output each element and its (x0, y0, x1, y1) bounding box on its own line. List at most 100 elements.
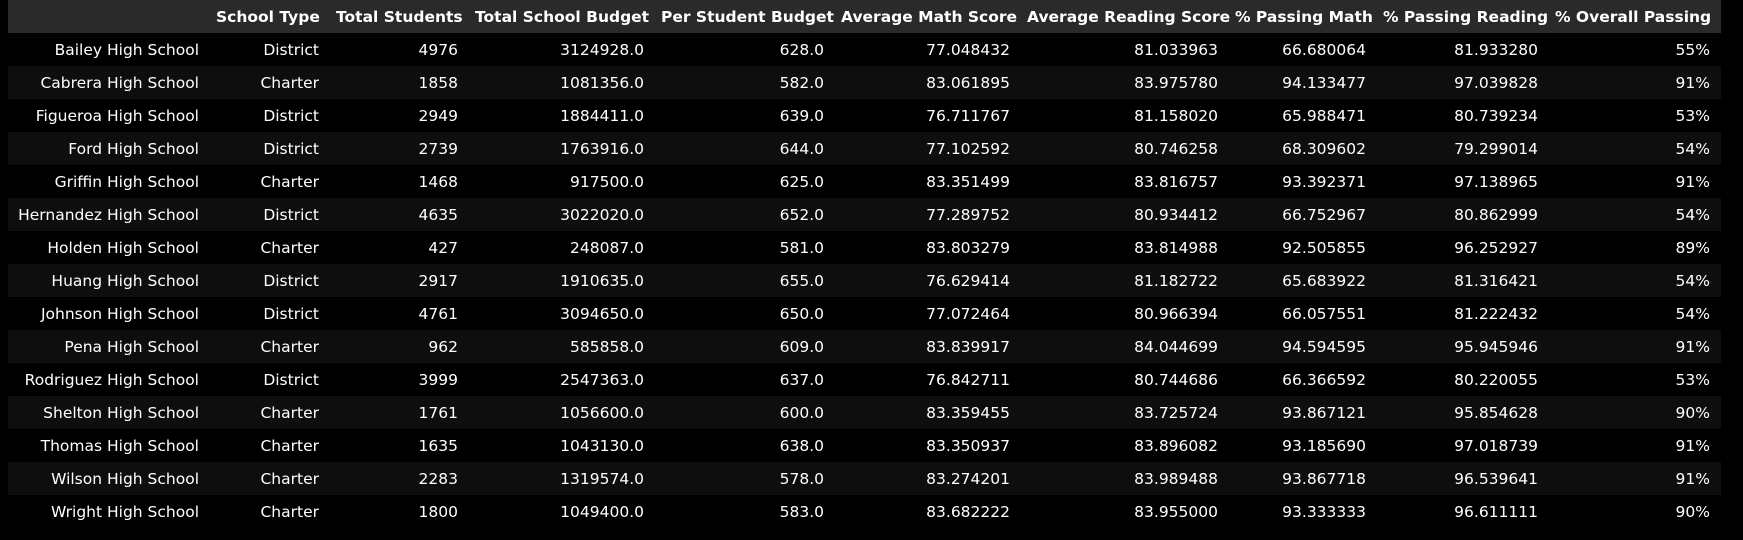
school-summary-table: School Type Total Students Total School Bu… (8, 0, 1721, 528)
table-cell: 638.0 (779, 436, 824, 455)
table-cell: Charter (260, 469, 319, 488)
table-cell: 94.594595 (1282, 337, 1366, 356)
table-cell: 93.333333 (1282, 502, 1366, 521)
table-cell: District (263, 106, 319, 125)
table-cell: District (263, 40, 319, 59)
table-cell: 1884411.0 (560, 106, 644, 125)
table-cell: 2917 (418, 271, 458, 290)
table-cell: 77.048432 (926, 40, 1010, 59)
table-cell: 83.803279 (926, 238, 1010, 257)
table-cell: 90% (1675, 502, 1710, 521)
table-cell: 93.185690 (1282, 436, 1366, 455)
row-index-label: Bailey High School (54, 40, 199, 59)
table-cell: 1081356.0 (560, 73, 644, 92)
table-cell: 91% (1675, 337, 1710, 356)
table-cell: 80.746258 (1134, 139, 1218, 158)
table-cell: 3094650.0 (560, 304, 644, 323)
table-cell: 652.0 (779, 205, 824, 224)
table-cell: 650.0 (779, 304, 824, 323)
header-row: School Type Total Students Total School Bu… (8, 0, 1721, 33)
table-cell: 83.274201 (926, 469, 1010, 488)
table-cell: 1319574.0 (560, 469, 644, 488)
table-cell: 3999 (418, 370, 458, 389)
table-row: Pena High School Charter 962 585858.0 609.0 8… (8, 330, 1721, 363)
table-cell: 80.744686 (1134, 370, 1218, 389)
table-cell: District (263, 304, 319, 323)
table-cell: 54% (1675, 304, 1710, 323)
row-index-label: Hernandez High School (18, 205, 199, 224)
table-cell: 83.682222 (926, 502, 1010, 521)
table-cell: 578.0 (779, 469, 824, 488)
table-cell: 95.945946 (1454, 337, 1538, 356)
table-cell: Charter (260, 403, 319, 422)
table-cell: 95.854628 (1454, 403, 1538, 422)
table-cell: 81.033963 (1134, 40, 1218, 59)
table-cell: 3022020.0 (560, 205, 644, 224)
table-cell: 91% (1675, 436, 1710, 455)
table-cell: 80.966394 (1134, 304, 1218, 323)
row-index-label: Johnson High School (40, 304, 199, 323)
column-header: Total Students (336, 7, 463, 26)
table-cell: 81.182722 (1134, 271, 1218, 290)
table-cell: 66.057551 (1282, 304, 1366, 323)
table-cell: 54% (1675, 205, 1710, 224)
table-cell: 97.138965 (1454, 172, 1538, 191)
table-cell: Charter (260, 436, 319, 455)
table-cell: 80.934412 (1134, 205, 1218, 224)
table-cell: 1056600.0 (560, 403, 644, 422)
table-cell: 2949 (418, 106, 458, 125)
table-cell: 66.680064 (1282, 40, 1366, 59)
table-cell: 1800 (418, 502, 458, 521)
table-cell: District (263, 370, 319, 389)
table-cell: 1761 (418, 403, 458, 422)
table-row: Rodriguez High School District 3999 2547363… (8, 363, 1721, 396)
table-cell: 53% (1675, 370, 1710, 389)
table-cell: District (263, 205, 319, 224)
dataframe-output: School Type Total Students Total School Bu… (8, 0, 1721, 528)
table-cell: 83.975780 (1134, 73, 1218, 92)
table-cell: 55% (1675, 40, 1710, 59)
table-cell: 625.0 (779, 172, 824, 191)
table-cell: 83.725724 (1134, 403, 1218, 422)
table-cell: 65.683922 (1282, 271, 1366, 290)
table-cell: District (263, 139, 319, 158)
row-index-label: Figueroa High School (35, 106, 199, 125)
table-cell: 1910635.0 (560, 271, 644, 290)
column-header: Average Reading Score (1027, 7, 1231, 26)
table-row: Bailey High School District 4976 3124928.0 6… (8, 33, 1721, 66)
table-cell: 1468 (418, 172, 458, 191)
table-cell: 427 (428, 238, 458, 257)
table-cell: 83.816757 (1134, 172, 1218, 191)
table-cell: 4635 (418, 205, 458, 224)
column-header: Total School Budget (475, 7, 650, 26)
table-cell: 83.839917 (926, 337, 1010, 356)
table-cell: 93.867121 (1282, 403, 1366, 422)
row-index-label: Cabrera High School (40, 73, 199, 92)
table-cell: 1635 (418, 436, 458, 455)
table-cell: 83.350937 (926, 436, 1010, 455)
table-cell: 644.0 (779, 139, 824, 158)
table-cell: 96.611111 (1454, 502, 1538, 521)
table-cell: 93.392371 (1282, 172, 1366, 191)
row-index-label: Rodriguez High School (24, 370, 199, 389)
table-cell: 92.505855 (1282, 238, 1366, 257)
table-cell: 83.896082 (1134, 436, 1218, 455)
table-cell: 93.867718 (1282, 469, 1366, 488)
row-index-label: Ford High School (68, 139, 199, 158)
table-cell: 962 (428, 337, 458, 356)
row-index-label: Huang High School (51, 271, 199, 290)
table-cell: 91% (1675, 172, 1710, 191)
column-header: School Type (216, 7, 320, 26)
table-cell: District (263, 271, 319, 290)
column-header: % Overall Passing (1555, 7, 1712, 26)
table-cell: 600.0 (779, 403, 824, 422)
table-cell: 91% (1675, 73, 1710, 92)
table-cell: 81.316421 (1454, 271, 1538, 290)
table-cell: 53% (1675, 106, 1710, 125)
table-cell: 81.222432 (1454, 304, 1538, 323)
table-cell: Charter (260, 73, 319, 92)
table-cell: 1858 (418, 73, 458, 92)
table-cell: 585858.0 (570, 337, 644, 356)
table-row: Holden High School Charter 427 248087.0 581.… (8, 231, 1721, 264)
column-header: % Passing Reading (1383, 7, 1549, 26)
